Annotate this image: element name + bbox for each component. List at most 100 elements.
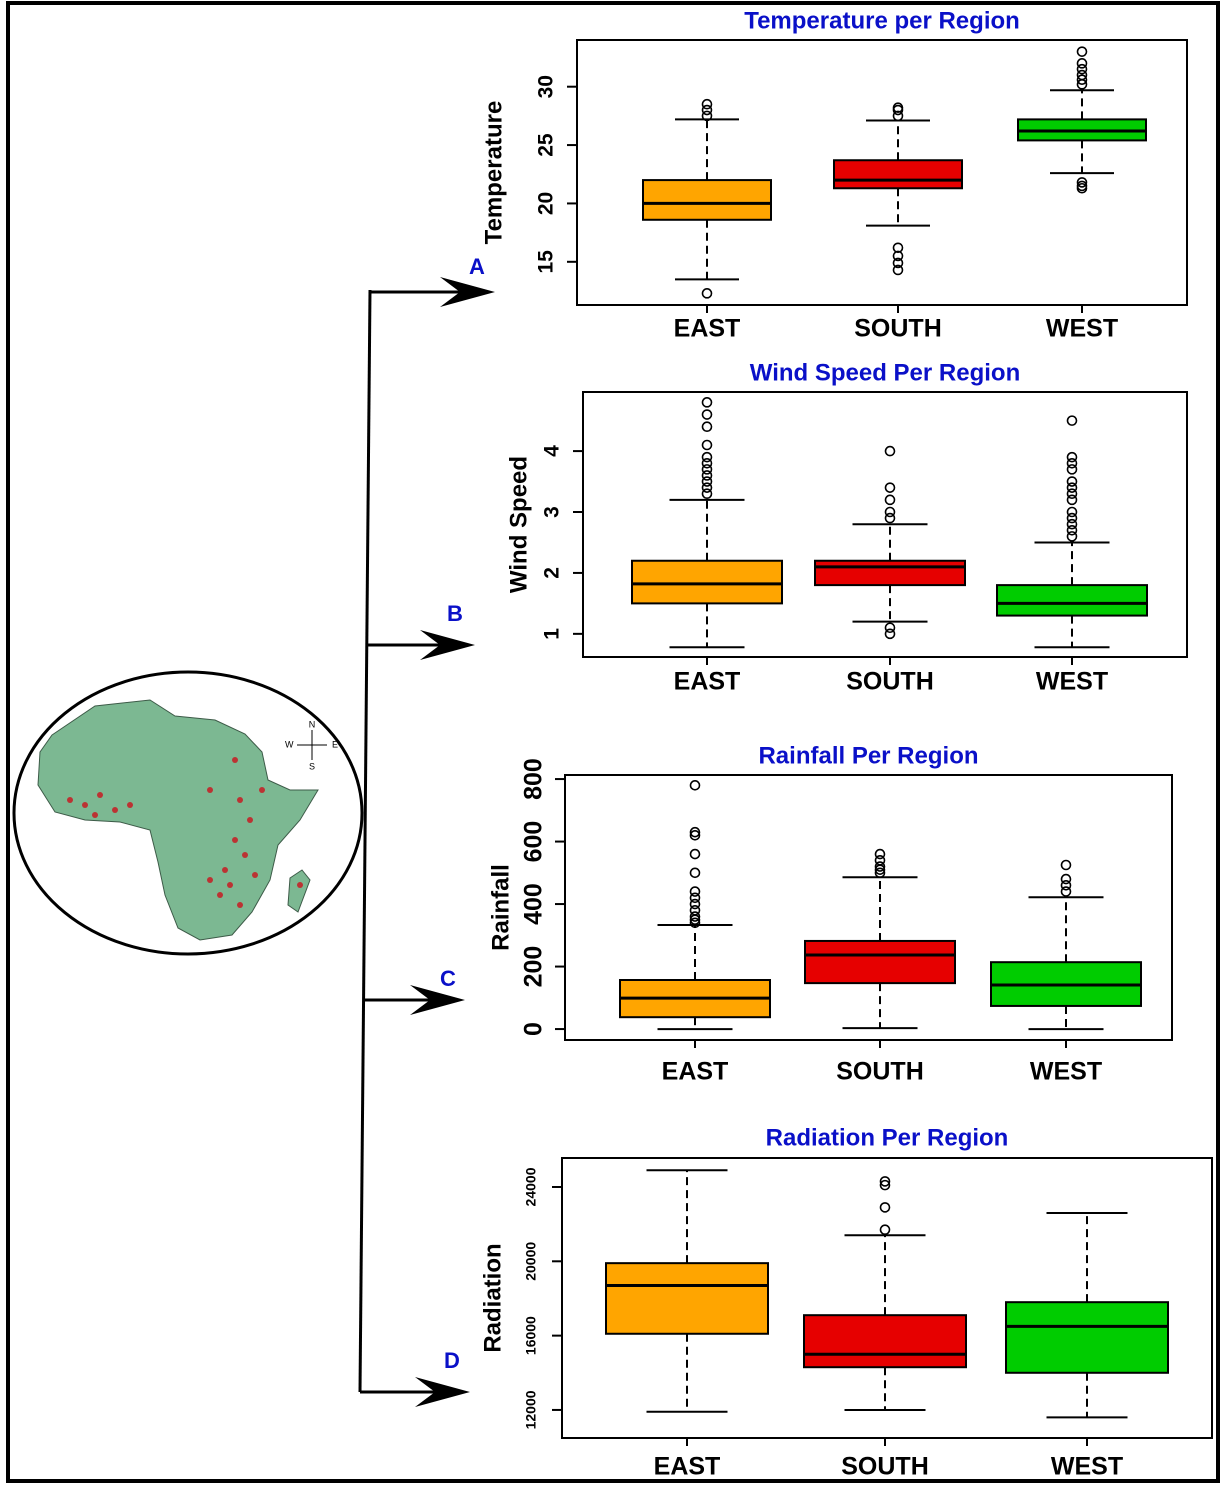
outlier xyxy=(884,512,896,524)
outlier xyxy=(892,242,904,254)
outlier xyxy=(884,494,896,506)
y-tick-label: 800 xyxy=(520,758,548,800)
x-tick-label: EAST xyxy=(674,315,741,343)
outlier xyxy=(701,464,713,475)
y-tick-label: 25 xyxy=(535,133,558,157)
panel-label: D xyxy=(444,1348,460,1373)
outlier xyxy=(1060,859,1072,871)
outlier xyxy=(1060,880,1072,891)
outlier xyxy=(1060,873,1072,885)
box xyxy=(1005,1301,1169,1374)
outlier xyxy=(1066,464,1078,475)
connector xyxy=(358,289,372,1393)
y-tick-label: 600 xyxy=(520,821,548,863)
y-tick-label: 0 xyxy=(520,1022,548,1036)
y-axis-label: Temperature xyxy=(480,101,507,245)
panel-label: B xyxy=(447,601,463,626)
outlier xyxy=(689,917,701,929)
outlier xyxy=(701,457,713,469)
outlier xyxy=(1066,512,1078,524)
outlier xyxy=(1066,482,1078,493)
x-tick-label: WEST xyxy=(1051,1453,1123,1481)
outlier xyxy=(1066,451,1078,463)
outlier xyxy=(1076,58,1088,69)
outlier xyxy=(689,905,701,916)
frame xyxy=(6,1,1220,1483)
outlier xyxy=(689,848,701,860)
outlier xyxy=(879,1224,891,1236)
arrow-head xyxy=(440,277,495,307)
panel-label: A xyxy=(469,254,485,279)
outlier xyxy=(892,257,904,269)
site-dots xyxy=(67,757,303,908)
outlier xyxy=(701,451,713,463)
y-tick-label: 200 xyxy=(520,946,548,988)
x-tick-label: EAST xyxy=(674,668,741,696)
y-tick-label: 16000 xyxy=(523,1316,539,1355)
x-tick-label: SOUTH xyxy=(841,1453,929,1481)
plot-frame xyxy=(582,391,1188,658)
x-tick-label: EAST xyxy=(662,1058,729,1086)
arrow-head xyxy=(410,985,465,1015)
outlier xyxy=(1066,476,1078,487)
outlier xyxy=(1066,415,1078,426)
outlier xyxy=(892,102,904,114)
outlier xyxy=(879,1176,891,1187)
outlier xyxy=(1066,524,1078,536)
outlier xyxy=(701,421,713,433)
outlier xyxy=(701,288,713,299)
outlier xyxy=(701,104,713,116)
outlier xyxy=(1066,488,1078,500)
box xyxy=(631,559,783,605)
outlier xyxy=(884,622,896,634)
outlier xyxy=(701,409,713,420)
outlier xyxy=(1076,63,1088,75)
y-tick-label: 30 xyxy=(535,75,558,98)
y-axis-label: Wind Speed xyxy=(505,456,532,593)
plot-frame xyxy=(576,39,1188,306)
box xyxy=(803,1314,967,1369)
x-tick-label: SOUTH xyxy=(846,668,934,696)
outlier xyxy=(1060,886,1072,897)
box xyxy=(833,159,963,190)
chart-title: Wind Speed Per Region xyxy=(750,359,1020,386)
outlier xyxy=(884,628,896,640)
outlier xyxy=(874,855,886,866)
outlier xyxy=(892,264,904,276)
y-tick-label: 4 xyxy=(541,445,564,457)
y-tick-label: 3 xyxy=(541,506,564,518)
compass-s: S xyxy=(309,761,315,771)
plot-frame xyxy=(564,774,1173,1041)
outlier xyxy=(689,780,701,791)
outlier xyxy=(701,488,713,500)
box xyxy=(996,584,1148,617)
outlier xyxy=(1066,457,1078,469)
panel-label: C xyxy=(440,966,456,991)
outlier xyxy=(689,911,701,922)
outlier xyxy=(689,886,701,897)
island xyxy=(287,869,311,913)
y-axis-label: Radiation xyxy=(479,1243,506,1352)
outlier xyxy=(892,110,904,122)
map: N E S W xyxy=(12,670,364,956)
y-tick-label: 20 xyxy=(535,192,558,215)
outlier xyxy=(689,892,701,904)
outlier xyxy=(884,482,896,493)
outlier xyxy=(1066,506,1078,518)
outlier xyxy=(701,439,713,451)
x-tick-label: WEST xyxy=(1030,1058,1102,1086)
x-tick-label: SOUTH xyxy=(836,1058,924,1086)
arrow-head xyxy=(415,1377,470,1407)
outlier xyxy=(884,445,896,457)
continent xyxy=(37,699,319,941)
arrow-head xyxy=(420,630,475,660)
compass-w: W xyxy=(285,739,294,749)
outlier xyxy=(1066,518,1078,530)
outlier xyxy=(689,830,701,841)
plot-frame xyxy=(561,1157,1213,1439)
outlier xyxy=(689,826,701,838)
compass-n: N xyxy=(309,719,316,729)
outlier xyxy=(879,1202,891,1213)
outlier xyxy=(701,397,713,408)
